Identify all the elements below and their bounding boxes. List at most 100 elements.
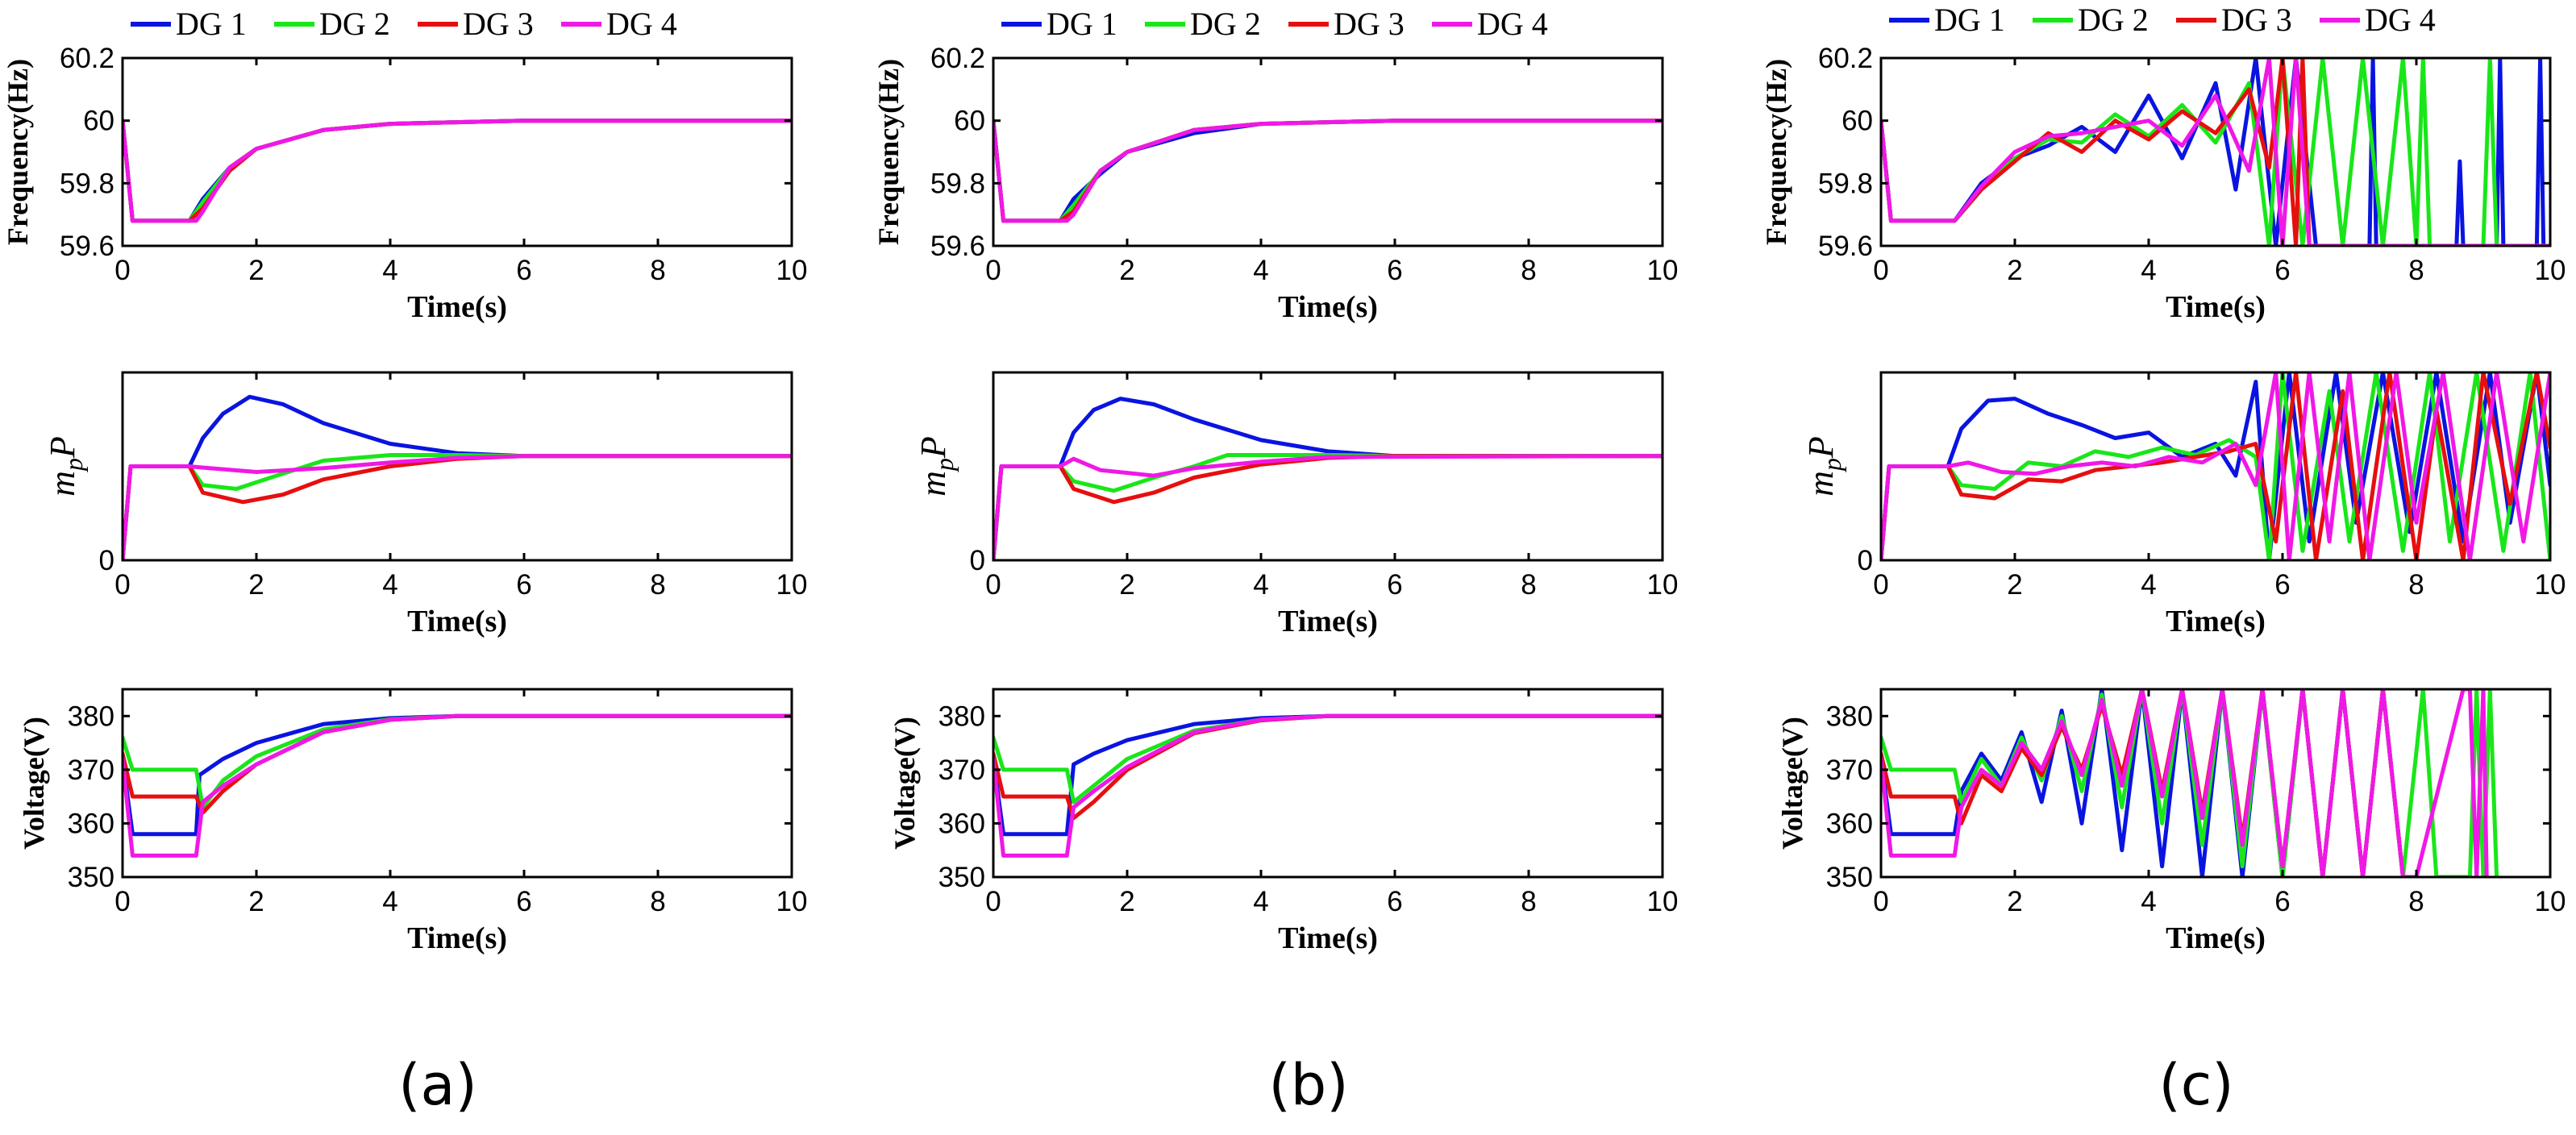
series-line-dg4 <box>1881 372 2550 560</box>
y-axis-label: Frequency(Hz) <box>872 59 905 245</box>
x-tick-label: 8 <box>1521 255 1536 286</box>
x-tick-label: 4 <box>382 255 397 286</box>
y-tick-label: 59.8 <box>60 168 114 199</box>
x-tick-label: 4 <box>2141 569 2156 601</box>
x-axis-label: Time(s) <box>1278 290 1378 324</box>
x-tick-label: 6 <box>1387 886 1402 917</box>
subplot-b-frequency: 0 2 4 6 8 10 59.6 59.8 60 60.2 Time(s) Frequency(Hz… <box>872 43 1678 324</box>
panel-label: (a) <box>398 1052 477 1118</box>
legend-label: DG 3 <box>463 6 534 42</box>
y-tick-label: 370 <box>1826 755 1873 786</box>
y-axis-label: mpP <box>913 436 959 497</box>
x-tick-label: 10 <box>2535 255 2566 286</box>
legend-label: DG 4 <box>2365 2 2436 38</box>
series-line-dg2 <box>993 453 1663 560</box>
x-tick-label: 10 <box>1647 569 1679 601</box>
subplot-b-voltage: 0 2 4 6 8 10 350 360 370 380 Time(s) Voltage(V) <box>888 688 1678 955</box>
y-tick-label: 360 <box>68 808 114 839</box>
series-line-dg4 <box>993 454 1663 560</box>
y-axis-label: Voltage(V) <box>18 717 50 850</box>
series-line-dg2 <box>123 118 792 223</box>
x-axis-label: Time(s) <box>1278 605 1378 638</box>
series-line-dg4 <box>993 713 1663 858</box>
x-tick-label: 10 <box>776 886 808 917</box>
axes-frame <box>992 371 1664 562</box>
y-tick-label: 360 <box>1826 808 1873 839</box>
y-tick-label: 350 <box>1826 862 1873 893</box>
x-tick-label: 8 <box>650 886 665 917</box>
x-axis-label: Time(s) <box>2166 921 2266 955</box>
x-tick-label: 8 <box>650 569 665 601</box>
series-line-dg3 <box>993 713 1663 821</box>
y-tick-label: 370 <box>68 755 114 786</box>
y-tick-label: 60.2 <box>60 43 114 74</box>
x-tick-label: 6 <box>516 255 531 286</box>
x-tick-label: 4 <box>2141 886 2156 917</box>
x-tick-label: 8 <box>2408 255 2424 286</box>
x-axis-label: Time(s) <box>407 605 507 638</box>
x-tick-label: 6 <box>1387 569 1402 601</box>
series-line-dg3 <box>993 118 1663 223</box>
legend-label: DG 1 <box>1047 6 1117 42</box>
axes-frame <box>1879 56 2552 247</box>
y-tick-label: 350 <box>68 862 114 893</box>
y-axis-label: Voltage(V) <box>1776 717 1808 850</box>
x-tick-label: 2 <box>1119 255 1134 286</box>
y-tick-label: 59.6 <box>930 231 985 262</box>
axes-frame <box>121 371 793 562</box>
y-tick-label: 350 <box>938 862 985 893</box>
legend-a: DG 1 DG 2 DG 3 DG 4 <box>131 6 677 42</box>
series-line-dg1 <box>1881 372 2550 560</box>
legend-b: DG 1 DG 2 DG 3 DG 4 <box>1001 6 1548 42</box>
subplot-c-mpP: 0 2 4 6 8 10 0 Time(s) mpP <box>1801 371 2566 638</box>
series-line-dg1 <box>123 118 792 223</box>
x-tick-label: 6 <box>516 569 531 601</box>
x-axis-label: Time(s) <box>1278 921 1378 955</box>
legend-label: DG 4 <box>606 6 677 42</box>
series-line-dg4 <box>123 118 792 223</box>
series-line-dg2 <box>993 118 1663 223</box>
y-tick-label: 0 <box>970 545 985 576</box>
series-line-dg3 <box>1881 372 2550 560</box>
x-tick-label: 2 <box>1119 569 1134 601</box>
y-tick-label: 60 <box>83 106 114 137</box>
series-line-dg3 <box>123 118 792 223</box>
series-line-dg1 <box>123 713 792 837</box>
y-tick-label: 60.2 <box>1818 43 1873 74</box>
subplot-a-mpP: 0 2 4 6 8 10 0 Time(s) mpP <box>43 371 807 638</box>
x-tick-label: 2 <box>2007 255 2022 286</box>
y-tick-label: 60 <box>954 106 985 137</box>
x-tick-label: 2 <box>1119 886 1134 917</box>
x-tick-label: 4 <box>382 569 397 601</box>
y-tick-label: 59.8 <box>1818 168 1873 199</box>
axes-frame <box>992 688 1664 879</box>
x-tick-label: 0 <box>985 255 1001 286</box>
subplot-c-frequency: 0 2 4 6 8 10 59.6 59.8 60 60.2 Time(s) Frequency(Hz… <box>1760 43 2566 324</box>
x-tick-label: 6 <box>2274 569 2290 601</box>
x-tick-label: 6 <box>2274 255 2290 286</box>
y-tick-label: 370 <box>938 755 985 786</box>
y-tick-label: 59.8 <box>930 168 985 199</box>
x-tick-label: 10 <box>2535 886 2566 917</box>
series-line-dg4 <box>993 118 1663 223</box>
x-tick-label: 8 <box>2408 886 2424 917</box>
x-axis-label: Time(s) <box>2166 290 2266 324</box>
x-tick-label: 6 <box>2274 886 2290 917</box>
y-tick-label: 0 <box>1858 545 1873 576</box>
y-axis-label: mpP <box>43 436 88 497</box>
panel-label: (c) <box>2158 1052 2233 1118</box>
legend-c: DG 1 DG 2 DG 3 DG 4 <box>1889 2 2436 38</box>
y-tick-label: 360 <box>938 808 985 839</box>
series-line-dg4 <box>1881 58 2550 246</box>
series-line-dg4 <box>123 454 792 560</box>
legend-label: DG 1 <box>176 6 247 42</box>
y-tick-label: 380 <box>938 701 985 732</box>
series-line-dg1 <box>1881 58 2550 246</box>
x-tick-label: 2 <box>248 255 264 286</box>
subplot-a-voltage: 0 2 4 6 8 10 350 360 370 380 Time(s) Voltage(V) <box>18 688 808 955</box>
y-tick-label: 0 <box>99 545 114 576</box>
x-tick-label: 0 <box>1873 886 1888 917</box>
x-tick-label: 8 <box>2408 569 2424 601</box>
legend-label: DG 1 <box>1934 2 2005 38</box>
